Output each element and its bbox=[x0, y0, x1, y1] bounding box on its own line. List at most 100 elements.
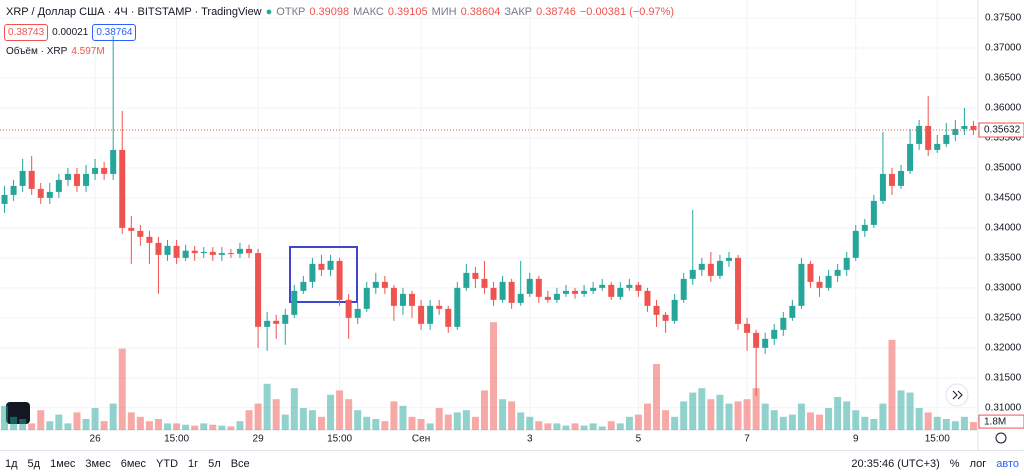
volume-bar bbox=[182, 424, 190, 430]
volume-bar bbox=[200, 423, 208, 430]
candle-body bbox=[336, 260, 343, 300]
volume-bar bbox=[1, 405, 9, 430]
volume-bar bbox=[381, 421, 389, 430]
y-tick-label: 0.36000 bbox=[985, 103, 1022, 114]
volume-bar bbox=[426, 423, 434, 430]
y-tick-label: 0.33000 bbox=[985, 283, 1022, 294]
candle-body bbox=[961, 125, 968, 129]
candle-body bbox=[463, 272, 470, 288]
volume-bar bbox=[245, 410, 253, 430]
scroll-icon bbox=[952, 390, 963, 400]
volume-bar bbox=[317, 416, 325, 430]
volume-bar bbox=[263, 383, 271, 430]
candle-body bbox=[490, 287, 497, 300]
candle-body bbox=[898, 170, 905, 186]
volume-bar bbox=[861, 416, 869, 430]
volume-bar bbox=[372, 419, 380, 430]
candle-body bbox=[680, 278, 687, 300]
volume-bar bbox=[825, 408, 833, 430]
candle-body bbox=[472, 272, 479, 279]
candle-body bbox=[662, 314, 669, 321]
range-button[interactable]: 5л bbox=[208, 457, 221, 470]
volume-bar bbox=[634, 414, 642, 430]
chart: 0.37500 0.37000 0.36500 0.36000 0.35500 0.350… bbox=[0, 0, 1024, 450]
candle-body bbox=[146, 236, 153, 243]
percent-button[interactable]: % bbox=[949, 457, 960, 470]
change-value: −0.00381 (−0.97%) bbox=[579, 6, 675, 18]
candle-body bbox=[816, 281, 823, 288]
volume-bar bbox=[788, 414, 796, 430]
range-button[interactable]: 1г bbox=[188, 457, 199, 470]
open-value: 0.39098 bbox=[309, 6, 350, 18]
volume-bar bbox=[598, 426, 606, 430]
range-button[interactable]: YTD bbox=[156, 457, 179, 470]
volume-bar bbox=[299, 408, 307, 430]
settings-icon[interactable] bbox=[995, 432, 1007, 444]
candle-body bbox=[689, 269, 696, 279]
candle-body bbox=[544, 296, 551, 300]
log-button[interactable]: лог bbox=[969, 457, 987, 470]
volume-legend: Объём · XRP 4.597M bbox=[6, 46, 105, 57]
candle-body bbox=[572, 290, 579, 294]
volume-bar bbox=[806, 412, 814, 430]
candle-body bbox=[671, 299, 678, 321]
candle-body bbox=[852, 230, 859, 258]
volume-bar bbox=[109, 403, 117, 430]
volume-bar bbox=[336, 390, 344, 430]
candle-body bbox=[780, 317, 787, 330]
range-button[interactable]: 1д bbox=[5, 457, 18, 470]
volume-bar bbox=[308, 410, 316, 430]
candle-body bbox=[73, 173, 80, 186]
volume-bar bbox=[933, 416, 941, 430]
range-button[interactable]: 3мес bbox=[85, 457, 111, 470]
candle-body bbox=[37, 188, 44, 198]
candle-body bbox=[925, 125, 932, 150]
volume-bar bbox=[607, 421, 615, 430]
clock: 20:35:46 (UTC+3) bbox=[851, 457, 940, 470]
volume-bar bbox=[444, 414, 452, 430]
range-button[interactable]: 5д bbox=[27, 457, 41, 470]
trade-panel: 0.38743 0.00021 0.38764 bbox=[4, 24, 137, 41]
volume-bar bbox=[354, 410, 362, 430]
y-tick-label: 0.34500 bbox=[985, 193, 1022, 204]
buy-button[interactable]: 0.38764 bbox=[92, 24, 137, 41]
range-button[interactable]: Все bbox=[230, 457, 250, 470]
range-button[interactable]: 1мес bbox=[50, 457, 76, 470]
auto-button[interactable]: авто bbox=[996, 457, 1019, 470]
candle-body bbox=[10, 185, 17, 195]
volume-bar bbox=[761, 403, 769, 430]
close-label: ЗАКР bbox=[504, 6, 533, 18]
volume-value: 4.597M bbox=[71, 46, 105, 57]
symbol-title[interactable]: XRP / Доллар США · 4Ч · BITSTAMP · Tradi… bbox=[6, 6, 262, 18]
candle-body bbox=[164, 245, 171, 255]
candle-body bbox=[744, 323, 751, 333]
high-value: 0.39105 bbox=[387, 6, 428, 18]
volume-bar bbox=[580, 425, 588, 430]
candle-body bbox=[354, 308, 361, 318]
logo[interactable] bbox=[6, 402, 30, 424]
candle-body bbox=[418, 305, 425, 324]
x-tick-label: 26 bbox=[90, 434, 102, 445]
candle-body bbox=[916, 125, 923, 144]
candle-body bbox=[562, 290, 569, 294]
candle-body bbox=[300, 281, 307, 291]
volume-bar bbox=[752, 388, 760, 430]
candle-body bbox=[653, 305, 660, 315]
sell-button[interactable]: 0.38743 bbox=[4, 24, 49, 41]
candle-body bbox=[952, 128, 959, 135]
volume-bar bbox=[10, 416, 18, 430]
candle-body bbox=[590, 287, 597, 291]
candle-body bbox=[246, 248, 253, 254]
candle-body bbox=[762, 338, 769, 348]
candle-body bbox=[825, 275, 832, 288]
candle-body bbox=[798, 263, 805, 306]
volume-bar bbox=[290, 388, 298, 430]
candle-body bbox=[771, 329, 778, 339]
candle-body bbox=[943, 134, 950, 144]
volume-bar bbox=[345, 399, 353, 430]
volume-bar bbox=[417, 419, 425, 430]
y-tick-label: 0.37500 bbox=[985, 13, 1022, 24]
volume-bar bbox=[73, 412, 81, 430]
volume-bar bbox=[209, 424, 217, 430]
range-button[interactable]: 6мес bbox=[120, 457, 147, 470]
